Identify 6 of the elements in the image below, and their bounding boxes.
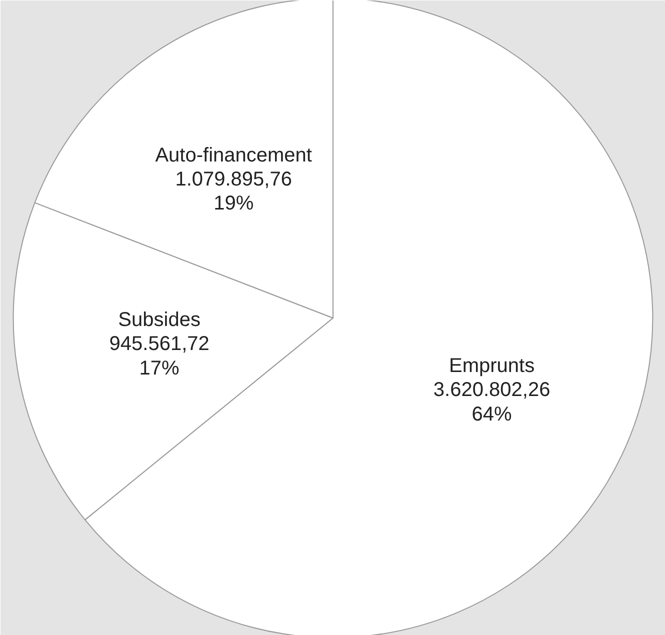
- slice-label: Subsides: [118, 309, 200, 332]
- data-label: 1.079.895,76 19%: [175, 168, 292, 215]
- slice-label: Auto-financement: [155, 144, 312, 166]
- data-label: 3.620.802,26 64%: [433, 379, 550, 426]
- data-label: 945.561,72 17%: [109, 333, 210, 380]
- slice-label: Emprunts: [449, 354, 535, 377]
